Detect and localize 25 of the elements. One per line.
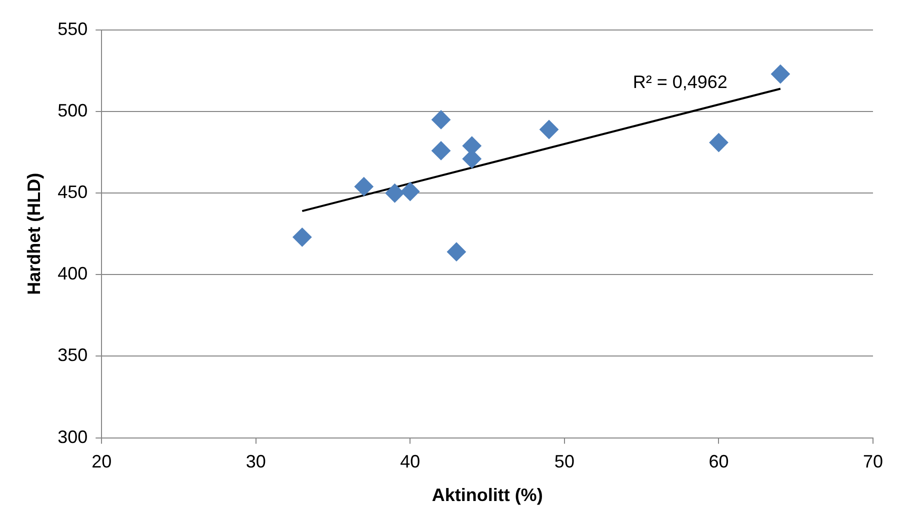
point <box>540 120 559 140</box>
point <box>446 242 466 262</box>
point <box>770 64 790 84</box>
x-tick-label: 20 <box>92 452 112 472</box>
point <box>400 182 420 201</box>
x-tick-label: 60 <box>708 452 729 472</box>
point <box>385 184 404 203</box>
y-tick-label: 350 <box>58 345 88 366</box>
annotation: R² = 0,4962 <box>632 72 728 92</box>
x-tick-label: 70 <box>862 452 884 472</box>
y-tick-label: 500 <box>58 100 88 121</box>
x-tick-label: 40 <box>400 452 420 472</box>
y-tick-label: 550 <box>58 18 88 39</box>
point <box>432 110 451 130</box>
x-tick-label: 50 <box>554 452 574 472</box>
point <box>292 228 312 247</box>
point <box>709 133 728 152</box>
x-tick-label: 30 <box>246 452 266 472</box>
x-axis-title: Aktinolitt (%) <box>432 485 543 506</box>
y-tick-label: 300 <box>58 426 88 447</box>
y-axis-title: Hardhet (HLD) <box>24 172 44 295</box>
point <box>354 177 374 196</box>
y-tick-label: 450 <box>58 182 88 202</box>
point <box>432 141 451 160</box>
y-tick-label: 400 <box>58 264 88 284</box>
